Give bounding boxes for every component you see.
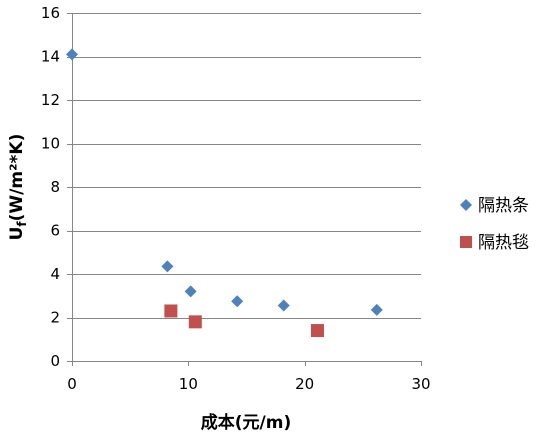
y-tick-label-16: 16 xyxy=(41,4,60,22)
data-points xyxy=(66,48,383,338)
point-series-1-5 xyxy=(277,299,290,312)
point-series-2-2 xyxy=(188,315,202,329)
legend-marker-diamond xyxy=(460,199,472,211)
x-tick-label-30: 30 xyxy=(411,375,430,393)
y-tick-label-12: 12 xyxy=(41,91,60,109)
y-axis-title-rest: (W/m²*K) xyxy=(7,134,27,222)
y-tick-label-14: 14 xyxy=(41,48,60,66)
legend-label-series-1: 隔热条 xyxy=(478,196,529,216)
point-series-1-4 xyxy=(231,295,244,308)
x-tick-label-20: 20 xyxy=(295,375,314,393)
y-axis-title-sub: f xyxy=(15,221,29,227)
gridlines xyxy=(72,13,421,319)
point-series-2-1 xyxy=(164,304,178,318)
y-axis-title: Uf(W/m²*K) xyxy=(7,134,29,241)
tick-labels: 0 2 4 6 8 10 12 14 16 0 10 20 30 xyxy=(41,4,431,393)
legend: 隔热条 隔热毯 xyxy=(460,196,529,253)
y-tick-label-2: 2 xyxy=(50,309,60,327)
point-series-1-3 xyxy=(184,285,197,298)
y-tick-label-6: 6 xyxy=(50,222,60,240)
point-series-1-1 xyxy=(66,48,78,61)
y-tick-label-0: 0 xyxy=(50,352,60,370)
point-series-1-6 xyxy=(370,303,383,316)
y-axis-title-main: U xyxy=(7,227,27,241)
legend-entry-series-1: 隔热条 xyxy=(460,196,529,216)
legend-entry-series-2: 隔热毯 xyxy=(460,233,529,253)
y-tick-label-10: 10 xyxy=(41,135,60,153)
legend-marker-square xyxy=(460,236,472,248)
axes xyxy=(67,13,422,366)
y-tick-label-4: 4 xyxy=(50,265,60,283)
point-series-2-3 xyxy=(310,324,324,338)
x-tick-label-0: 0 xyxy=(67,375,77,393)
legend-label-series-2: 隔热毯 xyxy=(478,233,529,253)
x-tick-label-10: 10 xyxy=(179,375,198,393)
x-axis-title: 成本(元/m) xyxy=(201,412,291,433)
point-series-1-2 xyxy=(161,260,174,273)
y-tick-label-8: 8 xyxy=(50,178,60,196)
